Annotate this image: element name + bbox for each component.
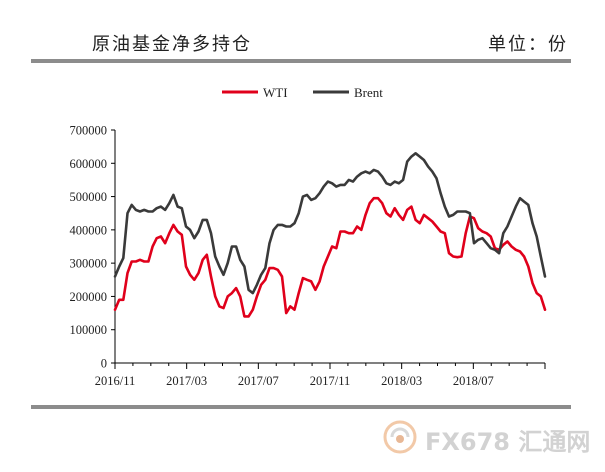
y-tick-label: 700000 [70,124,108,138]
y-tick-label: 100000 [70,323,108,337]
x-tick-label: 2017/07 [238,374,279,388]
chart-title: 原油基金净多持仓 [92,34,252,55]
y-tick-label: 600000 [70,157,108,171]
axes: 0 100000 200000 300000 400000 500000 600000 700… [70,124,546,388]
legend: WTI Brent [222,85,383,100]
x-tick-label: 2017/11 [310,374,351,388]
watermark-text: FX678 汇通网 [425,428,591,456]
legend-label-brent: Brent [354,85,383,100]
x-tick-label: 2018/07 [453,374,494,388]
y-tick-label: 0 [101,357,107,371]
x-tick-label: 2016/11 [95,374,136,388]
series-layer [113,152,547,318]
x-tick-label: 2018/03 [381,374,422,388]
top-divider [31,59,571,63]
legend-label-wti: WTI [263,85,288,100]
y-tick-label: 400000 [70,223,108,237]
y-tick-label: 200000 [70,290,108,304]
x-tick-label: 2017/03 [166,374,207,388]
watermark: FX678 汇通网 [383,420,590,456]
series-line-brent [113,152,547,295]
series-line-wti [113,196,547,318]
unit-label: 单位：份 [488,34,568,55]
fx678-logo-icon [383,420,417,454]
y-tick-label: 300000 [70,257,108,271]
bottom-divider [31,405,571,409]
y-tick-label: 500000 [70,190,108,204]
